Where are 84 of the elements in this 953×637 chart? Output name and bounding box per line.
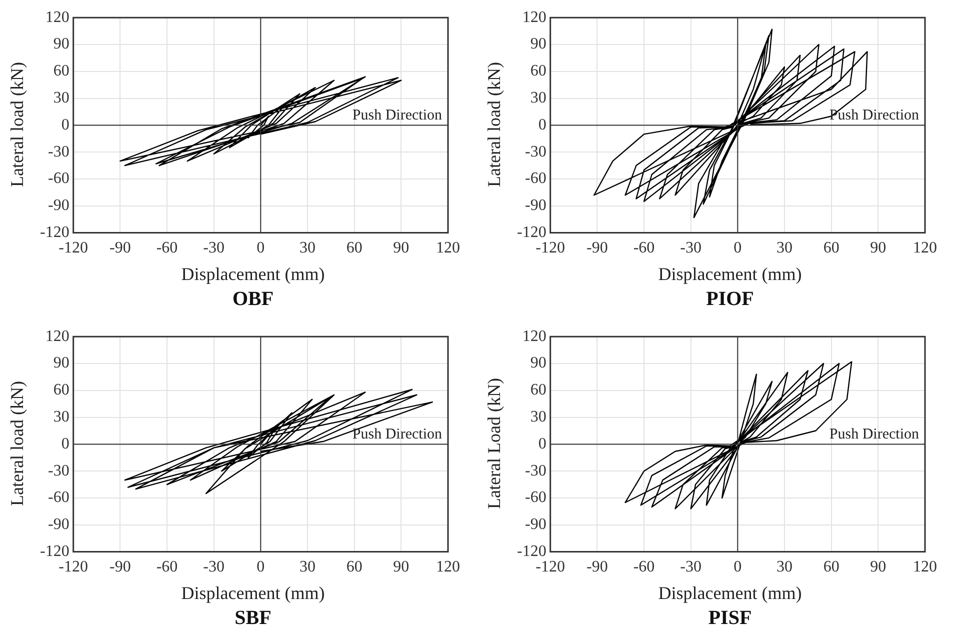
x-tick-label: 120 — [913, 240, 937, 257]
x-tick-label: 60 — [346, 240, 362, 257]
annotation: Push Direction — [352, 108, 442, 124]
x-tick-label: 0 — [734, 558, 742, 576]
y-axis-title: Lateral load (kN) — [484, 62, 504, 186]
x-tick-label: 30 — [300, 558, 316, 576]
y-tick-label: -60 — [525, 170, 546, 188]
y-tick-label: 120 — [522, 8, 546, 26]
x-tick-label: 120 — [436, 240, 460, 257]
x-tick-label: 120 — [436, 558, 460, 576]
x-tick-label: 0 — [734, 240, 742, 257]
x-tick-label: 30 — [776, 558, 792, 576]
y-tick-label: 0 — [538, 435, 546, 452]
x-tick-label: 60 — [346, 558, 362, 576]
y-tick-label: 120 — [45, 8, 70, 26]
x-tick-label: -30 — [680, 240, 702, 257]
y-tick-label: 0 — [538, 116, 546, 134]
y-tick-label: 90 — [530, 354, 546, 372]
text: PISF — [707, 607, 753, 630]
y-tick-label: 30 — [530, 90, 546, 107]
y-tick-label: 60 — [53, 382, 70, 399]
y-tick-label: 90 — [53, 354, 70, 372]
y-tick-label: 120 — [522, 328, 546, 345]
x-tick-label: 90 — [870, 240, 886, 257]
annotation: Push Direction — [829, 108, 920, 124]
text: SBF — [234, 607, 272, 630]
y-tick-label: 120 — [45, 328, 70, 345]
y-tick-label: -60 — [525, 489, 546, 506]
y-tick-label: 60 — [53, 62, 70, 80]
x-axis-title: Displacement (mm) — [657, 583, 803, 604]
annotation: Push Direction — [352, 426, 442, 443]
y-tick-label: 60 — [530, 382, 546, 399]
x-tick-label: -90 — [586, 240, 608, 257]
x-axis-title: Displacement (mm) — [180, 264, 326, 285]
x-tick-label: -90 — [110, 240, 131, 257]
y-tick-label: -30 — [525, 462, 546, 480]
x-tick-label: -30 — [680, 558, 702, 576]
y-tick-label: -60 — [48, 489, 70, 506]
y-tick-label: 30 — [530, 408, 546, 426]
x-tick-label: 30 — [776, 240, 792, 257]
x-tick-label: 60 — [823, 558, 840, 576]
y-tick-label: -90 — [525, 197, 546, 214]
y-axis-title: Lateral load (kN) — [6, 62, 28, 186]
y-tick-label: 90 — [530, 36, 546, 53]
x-tick-label: -60 — [156, 558, 178, 576]
y-tick-label: -30 — [48, 143, 70, 160]
x-tick-label: 120 — [913, 558, 937, 576]
y-tick-label: -90 — [525, 516, 546, 534]
x-tick-label: 90 — [870, 558, 886, 576]
x-tick-label: 90 — [393, 558, 410, 576]
x-tick-label: 90 — [393, 240, 410, 257]
x-tick-label: 30 — [300, 240, 316, 257]
y-tick-label: -90 — [48, 197, 70, 214]
y-tick-label: 0 — [61, 116, 70, 134]
text: PIOF — [705, 288, 755, 311]
y-tick-label: -120 — [517, 543, 546, 560]
y-axis-title: Lateral load (kN) — [6, 380, 28, 506]
y-tick-label: -120 — [40, 543, 70, 560]
y-tick-label: -60 — [48, 170, 70, 188]
y-tick-label: 60 — [530, 62, 546, 80]
y-tick-label: -120 — [517, 224, 546, 242]
y-tick-label: -120 — [40, 224, 70, 242]
y-tick-label: -30 — [48, 462, 70, 480]
x-tick-label: -60 — [633, 558, 655, 576]
x-axis-title: Displacement (mm) — [180, 583, 326, 604]
y-tick-label: 0 — [61, 435, 70, 452]
x-tick-label: -90 — [586, 558, 608, 576]
x-tick-label: 0 — [256, 558, 265, 576]
y-tick-label: -90 — [48, 516, 70, 534]
annotation: Push Direction — [829, 426, 920, 443]
x-tick-label: -60 — [633, 240, 655, 257]
y-axis-title: Lateral Load (kN) — [484, 378, 504, 508]
y-tick-label: 90 — [53, 36, 70, 53]
x-tick-label: -30 — [203, 240, 224, 257]
x-axis-title: Displacement (mm) — [657, 264, 803, 285]
x-tick-label: 0 — [256, 240, 265, 257]
y-tick-label: 30 — [53, 408, 70, 426]
y-tick-label: -30 — [525, 143, 546, 160]
text: OBF — [231, 288, 275, 311]
x-tick-label: -60 — [156, 240, 178, 257]
x-tick-label: -90 — [110, 558, 131, 576]
x-tick-label: -30 — [203, 558, 224, 576]
x-tick-label: 60 — [823, 240, 840, 257]
y-tick-label: 30 — [53, 90, 70, 107]
